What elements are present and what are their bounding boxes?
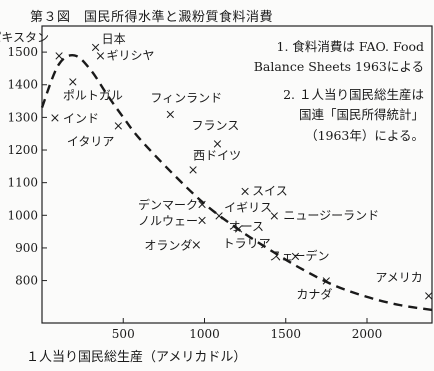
source-note-line: 1. 食料消費は FAO. Food: [277, 39, 425, 54]
point-marker: ×: [214, 209, 225, 224]
point-marker: ×: [165, 108, 176, 123]
data-point: ×オランダ: [144, 238, 201, 254]
point-label: スェーデン: [270, 248, 330, 263]
data-point: ×アメリカ: [375, 270, 434, 304]
axes: 800 900 1000 1100 1200 1300 1400 1500 500 1000 150…: [7, 25, 433, 340]
point-label: フィンランド: [150, 91, 222, 105]
x-tick-label: 2000: [352, 327, 383, 340]
point-label: カナダ: [296, 287, 332, 302]
point-marker: ×: [50, 111, 61, 126]
scatter-chart: 800 900 1000 1100 1200 1300 1400 1500 500 1000 150…: [0, 25, 434, 340]
data-point: ×日本: [90, 32, 125, 56]
data-point: × フランス: [192, 118, 240, 152]
figure-title: 第３図 国民所得水準と澱粉質食料消費: [30, 10, 274, 25]
point-label: トラリア: [223, 236, 271, 250]
point-marker: ×: [290, 250, 301, 265]
point-marker: ×: [188, 163, 199, 178]
point-marker: ×: [197, 197, 208, 212]
point-marker: ×: [212, 137, 223, 152]
source-note-line: 2. １人当り国民総生産は: [283, 87, 424, 102]
point-marker: ×: [240, 184, 251, 199]
data-point: ×デンマーク: [138, 197, 207, 213]
point-label: デンマーク: [138, 197, 198, 212]
point-label: フランス: [192, 118, 240, 132]
data-point: ×イタリア: [67, 119, 124, 149]
point-label: インド: [63, 111, 99, 125]
source-note-line: Balance Sheets 1963による: [254, 59, 424, 74]
x-tick-label: 1000: [189, 327, 220, 340]
data-point: × スイス: [240, 184, 288, 200]
y-tick-label: 1100: [7, 176, 38, 190]
y-tick-label: 900: [15, 241, 38, 255]
data-point: × ギリシヤ: [95, 48, 154, 64]
point-label: ギリシヤ: [107, 48, 155, 62]
x-axis-label: １人当り国民総生産（アメリカドル）: [26, 350, 247, 365]
data-point: × パキスタン: [0, 30, 65, 64]
source-notes: 1. 食料消費は FAO. Food Balance Sheets 1963による…: [254, 39, 424, 143]
trend-line: [40, 54, 433, 312]
point-marker: ×: [95, 49, 106, 64]
point-marker: ×: [90, 41, 101, 56]
point-label: オース: [229, 219, 264, 233]
point-marker: ×: [67, 75, 78, 90]
data-point: × フィンランド: [150, 91, 222, 123]
point-label: イタリア: [67, 135, 115, 149]
y-tick-label: 1400: [7, 78, 38, 92]
point-marker: ×: [233, 222, 244, 237]
point-label: アメリカ: [375, 270, 422, 284]
point-label: ノルウェー: [138, 214, 198, 228]
data-point: × インド: [50, 111, 99, 126]
point-label: イギリス: [224, 200, 272, 214]
point-label: 西ドイツ: [193, 149, 241, 163]
source-note-line: 国連「国民所得統計」: [299, 107, 424, 122]
data-point: ×ノルウェー: [138, 214, 207, 229]
y-tick-label: 1500: [7, 45, 38, 59]
y-tick-label: 1000: [7, 208, 38, 222]
point-marker: ×: [423, 289, 434, 304]
point-marker: ×: [197, 214, 208, 229]
source-note-line: （1963年）による。: [305, 128, 424, 143]
data-point: ×イギリス: [214, 200, 272, 224]
point-label: オランダ: [144, 238, 192, 253]
point-marker: ×: [321, 274, 332, 289]
y-tick-label: 1200: [7, 143, 38, 157]
data-point: ×西ドイツ: [188, 149, 241, 179]
point-label: パキスタン: [0, 30, 49, 44]
data-point: × ニュージーランド: [269, 208, 379, 224]
data-point: ×カナダ: [296, 274, 332, 302]
point-label: ニュージーランド: [283, 208, 379, 222]
x-tick-label: 1500: [270, 327, 301, 340]
point-marker: ×: [269, 209, 280, 224]
point-label: ポルトガル: [63, 88, 123, 102]
y-tick-label: 1300: [7, 110, 38, 124]
x-tick-label: 500: [112, 327, 135, 340]
data-point: ×スェーデン: [270, 248, 330, 265]
point-label: 日本: [102, 32, 126, 46]
y-tick-label: 800: [15, 274, 38, 288]
point-label: スイス: [252, 184, 288, 198]
point-marker: ×: [113, 119, 124, 134]
trend-curve: [40, 54, 433, 312]
plot-frame: [41, 25, 433, 324]
data-points: ×パキスタン×日本×ギリシヤ×インド×ポルトガル×イタリア×フィンランド×フラン…: [0, 30, 434, 303]
data-point: ×ポルトガル: [63, 75, 123, 103]
point-marker: ×: [54, 49, 65, 64]
point-marker: ×: [191, 238, 202, 253]
